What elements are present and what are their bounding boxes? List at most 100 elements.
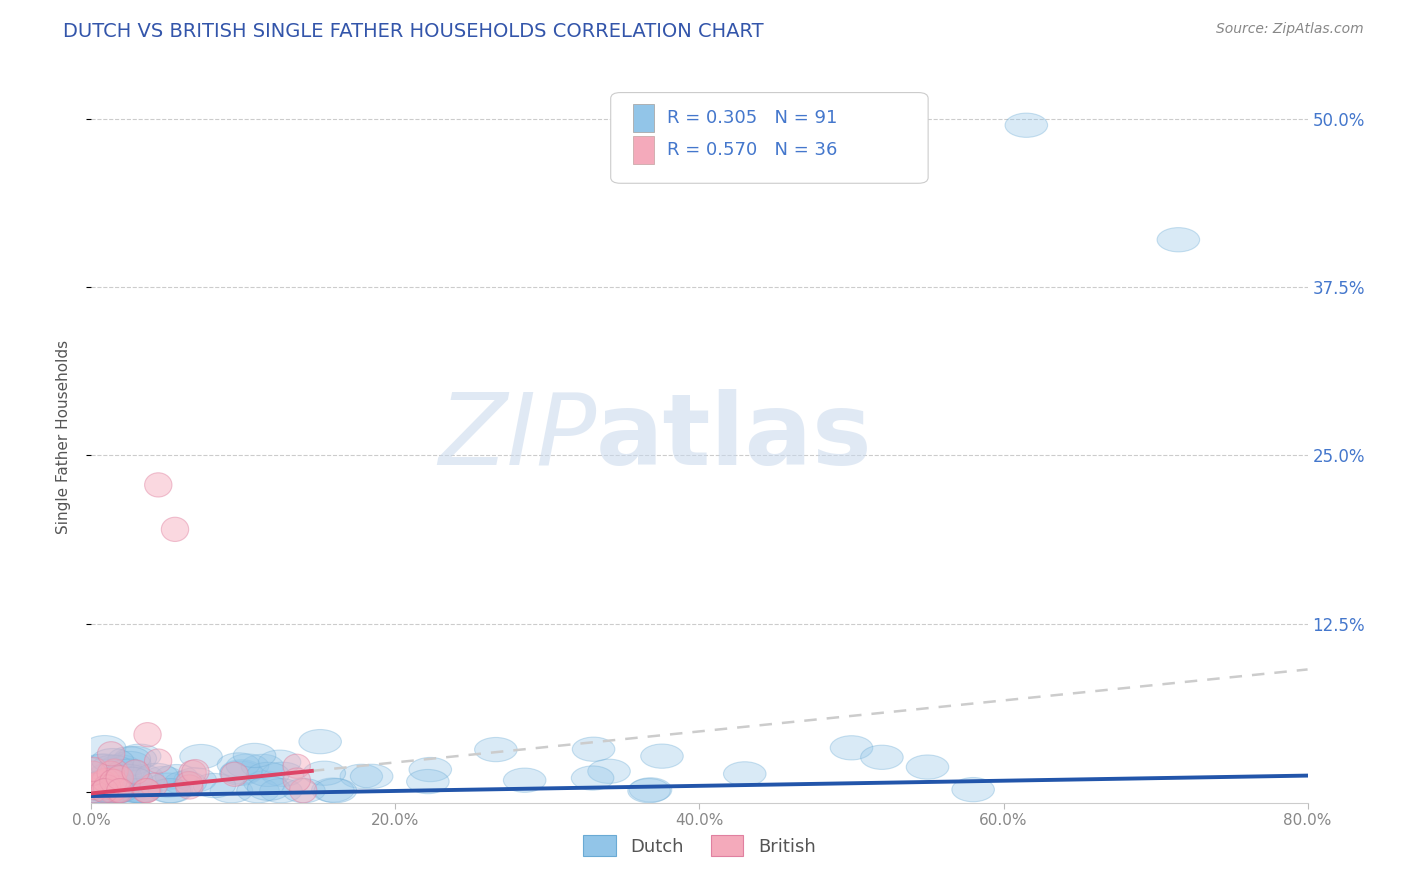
Ellipse shape (243, 771, 287, 795)
Ellipse shape (101, 772, 143, 797)
Ellipse shape (226, 754, 269, 778)
Ellipse shape (162, 517, 188, 541)
Ellipse shape (262, 762, 304, 787)
Ellipse shape (217, 753, 260, 777)
Ellipse shape (105, 779, 149, 803)
Ellipse shape (91, 767, 135, 791)
Ellipse shape (110, 767, 153, 791)
Ellipse shape (104, 779, 132, 803)
Ellipse shape (630, 778, 672, 802)
Ellipse shape (115, 777, 157, 801)
Ellipse shape (79, 761, 107, 785)
Ellipse shape (91, 770, 135, 794)
Ellipse shape (236, 779, 280, 803)
Ellipse shape (860, 745, 903, 770)
Ellipse shape (155, 764, 198, 789)
Ellipse shape (73, 772, 117, 797)
Ellipse shape (409, 757, 451, 781)
Ellipse shape (79, 775, 107, 799)
Ellipse shape (96, 768, 124, 792)
Ellipse shape (142, 766, 184, 790)
Ellipse shape (1005, 113, 1047, 137)
Ellipse shape (90, 779, 132, 803)
Ellipse shape (304, 761, 346, 785)
Ellipse shape (283, 768, 311, 792)
Ellipse shape (77, 779, 120, 803)
Ellipse shape (571, 766, 614, 790)
Ellipse shape (180, 745, 222, 769)
Ellipse shape (283, 779, 325, 803)
Ellipse shape (84, 772, 127, 797)
Ellipse shape (176, 775, 202, 799)
Ellipse shape (475, 738, 517, 762)
Text: Source: ZipAtlas.com: Source: ZipAtlas.com (1216, 22, 1364, 37)
Ellipse shape (1157, 227, 1199, 252)
Ellipse shape (107, 779, 134, 803)
Ellipse shape (97, 779, 139, 803)
Ellipse shape (80, 773, 107, 797)
Ellipse shape (79, 779, 107, 803)
Ellipse shape (260, 779, 302, 803)
FancyBboxPatch shape (633, 136, 654, 164)
Ellipse shape (312, 778, 354, 802)
Ellipse shape (75, 779, 117, 803)
Ellipse shape (114, 747, 156, 771)
Ellipse shape (242, 755, 284, 779)
Ellipse shape (406, 770, 449, 794)
Ellipse shape (176, 772, 202, 796)
Ellipse shape (290, 779, 316, 803)
Ellipse shape (150, 779, 193, 803)
Ellipse shape (181, 759, 209, 784)
Ellipse shape (108, 747, 150, 771)
Ellipse shape (219, 761, 262, 785)
Ellipse shape (98, 755, 142, 779)
Legend: Dutch, British: Dutch, British (576, 828, 823, 863)
Ellipse shape (108, 751, 150, 776)
Ellipse shape (145, 749, 172, 773)
Ellipse shape (120, 779, 162, 803)
Ellipse shape (80, 772, 122, 796)
Ellipse shape (627, 779, 671, 803)
Ellipse shape (174, 768, 217, 792)
Ellipse shape (90, 771, 117, 795)
Ellipse shape (121, 764, 163, 789)
Ellipse shape (105, 765, 134, 789)
Text: atlas: atlas (596, 389, 873, 485)
Ellipse shape (100, 769, 127, 794)
Ellipse shape (91, 755, 134, 780)
Ellipse shape (84, 778, 128, 802)
Ellipse shape (90, 779, 134, 803)
FancyBboxPatch shape (610, 93, 928, 183)
Ellipse shape (120, 779, 162, 803)
Ellipse shape (107, 764, 150, 789)
Ellipse shape (221, 760, 263, 784)
Ellipse shape (247, 763, 290, 787)
Ellipse shape (135, 764, 179, 788)
Ellipse shape (83, 754, 125, 778)
Ellipse shape (907, 755, 949, 780)
Ellipse shape (73, 779, 115, 803)
Ellipse shape (724, 762, 766, 786)
Ellipse shape (86, 779, 128, 803)
Text: R = 0.305   N = 91: R = 0.305 N = 91 (666, 109, 837, 128)
Ellipse shape (120, 779, 162, 803)
Ellipse shape (84, 770, 127, 794)
Ellipse shape (91, 768, 120, 792)
Ellipse shape (118, 744, 160, 768)
Ellipse shape (350, 764, 392, 789)
Ellipse shape (148, 779, 191, 803)
Ellipse shape (141, 773, 167, 797)
FancyBboxPatch shape (633, 104, 654, 132)
Ellipse shape (98, 763, 142, 787)
Text: DUTCH VS BRITISH SINGLE FATHER HOUSEHOLDS CORRELATION CHART: DUTCH VS BRITISH SINGLE FATHER HOUSEHOLD… (63, 22, 763, 41)
Ellipse shape (259, 750, 301, 774)
Ellipse shape (588, 759, 630, 783)
Ellipse shape (952, 778, 994, 802)
Ellipse shape (209, 779, 253, 803)
Ellipse shape (179, 760, 207, 785)
Ellipse shape (641, 744, 683, 768)
Ellipse shape (146, 773, 190, 797)
Ellipse shape (503, 768, 546, 792)
Text: ZIP: ZIP (437, 389, 596, 485)
Text: R = 0.570   N = 36: R = 0.570 N = 36 (666, 141, 837, 160)
